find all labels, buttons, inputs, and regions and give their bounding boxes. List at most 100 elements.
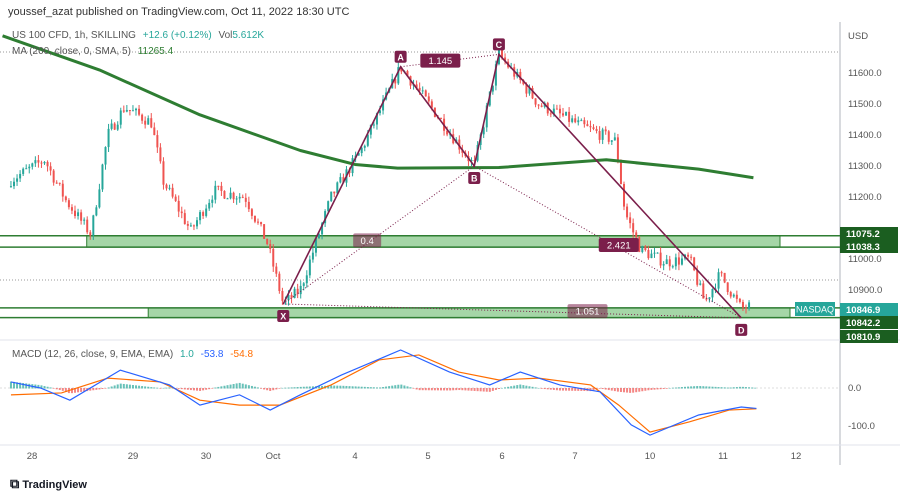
price-tick: 11500.0 bbox=[848, 99, 882, 110]
macd-histogram-bar bbox=[738, 386, 741, 389]
price-badge: 10810.9 bbox=[840, 330, 898, 343]
macd-histogram-bar bbox=[238, 382, 241, 389]
macd-histogram-bar bbox=[613, 388, 616, 392]
candle bbox=[211, 195, 214, 208]
candle bbox=[77, 208, 80, 220]
price-chart[interactable]: XABCD0.41.1452.4211.05111600.011500.0114… bbox=[0, 0, 900, 470]
candle bbox=[25, 164, 28, 170]
macd-histogram-bar bbox=[260, 388, 263, 389]
macd-histogram-bar bbox=[272, 388, 275, 391]
candle bbox=[135, 107, 138, 116]
candle bbox=[238, 193, 241, 203]
macd-histogram-bar bbox=[196, 388, 199, 391]
macd-histogram-bar bbox=[95, 388, 98, 390]
candle bbox=[153, 122, 156, 136]
macd-histogram-bar bbox=[592, 388, 595, 391]
candle bbox=[626, 203, 629, 220]
macd-histogram-bar bbox=[284, 387, 287, 389]
macd-histogram-bar bbox=[74, 388, 77, 393]
macd-histogram-bar bbox=[342, 385, 345, 389]
candle bbox=[305, 270, 308, 288]
macd-histogram-bar bbox=[656, 388, 659, 390]
macd-histogram-bar bbox=[616, 388, 619, 392]
pattern-point-c[interactable]: C bbox=[492, 38, 505, 51]
candle bbox=[205, 204, 208, 218]
candle bbox=[583, 117, 586, 128]
macd-histogram-bar bbox=[653, 388, 656, 390]
macd-histogram-bar bbox=[510, 386, 513, 389]
macd-histogram-bar bbox=[525, 385, 528, 389]
macd-histogram-bar bbox=[638, 388, 641, 392]
macd-histogram-bar bbox=[16, 382, 19, 389]
macd-histogram-bar bbox=[562, 388, 565, 391]
pattern-point-d[interactable]: D bbox=[735, 323, 748, 336]
macd-legend[interactable]: MACD (12, 26, close, 9, EMA, EMA) 1.0 -5… bbox=[12, 349, 253, 360]
macd-histogram-bar bbox=[693, 386, 696, 389]
macd-histogram-bar bbox=[150, 387, 153, 389]
macd-histogram-bar bbox=[138, 385, 141, 389]
support-zone[interactable] bbox=[86, 235, 781, 248]
time-tick: 30 bbox=[201, 451, 212, 462]
macd-histogram-bar bbox=[580, 388, 583, 391]
macd-histogram-bar bbox=[189, 388, 192, 391]
symbol-label: US 100 CFD, 1h, SKILLING bbox=[12, 30, 136, 41]
candle bbox=[491, 85, 494, 95]
price-tick: 11600.0 bbox=[848, 68, 882, 79]
macd-histogram-bar bbox=[565, 388, 568, 391]
symbol-legend[interactable]: US 100 CFD, 1h, SKILLING +12.6 (+0.12%) … bbox=[12, 30, 264, 41]
candle bbox=[241, 194, 244, 199]
macd-histogram-bar bbox=[424, 388, 427, 391]
pattern-ratio-label: 2.421 bbox=[598, 238, 639, 253]
macd-histogram-bar bbox=[299, 386, 302, 389]
pattern-point-x[interactable]: X bbox=[277, 309, 290, 322]
candle bbox=[610, 140, 613, 146]
pattern-point-b[interactable]: B bbox=[468, 172, 481, 184]
macd-histogram-bar bbox=[754, 387, 757, 389]
macd-histogram-bar bbox=[92, 388, 95, 391]
macd-histogram-bar bbox=[470, 388, 473, 391]
candle bbox=[144, 116, 147, 129]
candle bbox=[80, 209, 83, 225]
macd-histogram-bar bbox=[162, 387, 165, 389]
tradingview-logo[interactable]: ⧉ TradingView bbox=[10, 476, 87, 492]
candle bbox=[519, 68, 522, 84]
candle bbox=[226, 197, 229, 200]
ma-legend[interactable]: MA (200, close, 0, SMA, 5) 11265.4 bbox=[12, 46, 173, 57]
price-tick: 11300.0 bbox=[848, 161, 882, 172]
candle bbox=[717, 268, 720, 293]
xabcd-pattern[interactable] bbox=[282, 52, 742, 319]
macd-histogram-bar bbox=[409, 387, 412, 389]
candle bbox=[723, 272, 726, 284]
macd-histogram-bar bbox=[253, 386, 256, 389]
macd-histogram-bar bbox=[305, 386, 308, 389]
brand-label: TradingView bbox=[22, 479, 87, 491]
candle bbox=[125, 104, 128, 113]
candle bbox=[382, 95, 385, 115]
candle bbox=[196, 217, 199, 230]
svg-text:C: C bbox=[496, 40, 503, 50]
candle bbox=[61, 180, 64, 202]
candle bbox=[656, 252, 659, 254]
macd-signal-value: -54.8 bbox=[230, 349, 254, 360]
macd-histogram-bar bbox=[449, 388, 452, 391]
candle bbox=[9, 181, 12, 188]
svg-text:11075.2: 11075.2 bbox=[846, 229, 880, 240]
candle bbox=[360, 146, 363, 157]
macd-histogram-bar bbox=[247, 385, 250, 389]
candle bbox=[208, 199, 211, 211]
macd-histogram-bar bbox=[174, 388, 177, 389]
macd-histogram-bar bbox=[263, 388, 266, 390]
candle bbox=[619, 159, 622, 185]
support-zone[interactable] bbox=[147, 307, 791, 319]
macd-histogram-bar bbox=[644, 388, 647, 391]
macd-histogram-bar bbox=[116, 384, 119, 389]
macd-histogram-bar bbox=[385, 386, 388, 389]
candle bbox=[363, 144, 366, 152]
candle bbox=[156, 130, 159, 153]
pattern-point-a[interactable]: A bbox=[394, 50, 407, 63]
candle bbox=[662, 261, 665, 271]
macd-histogram-bar bbox=[491, 388, 494, 391]
candle bbox=[623, 181, 626, 211]
macd-histogram-bar bbox=[360, 386, 363, 389]
price-badge: 10842.2 bbox=[840, 316, 898, 329]
